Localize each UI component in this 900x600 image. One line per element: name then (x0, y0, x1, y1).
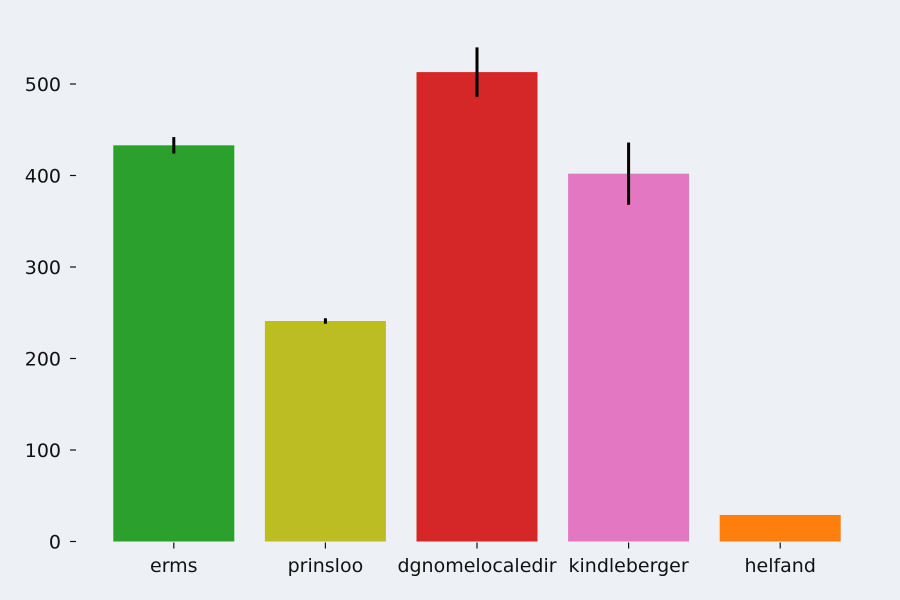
x-axis: erms prinsloo dgnomelocaledir kindleberger h… (150, 542, 816, 577)
y-tick-label-500: 500 (25, 74, 61, 96)
bar-dgnomelocaledir (416, 72, 538, 542)
y-tick-label-400: 400 (25, 166, 61, 188)
bars-group (113, 72, 841, 542)
y-tick-label-0: 0 (49, 532, 61, 554)
x-tick-label-dgnomelocaledir: dgnomelocaledir (397, 555, 556, 577)
error-bars-group (172, 47, 631, 324)
x-tick-label-erms: erms (150, 555, 198, 577)
bar-erms (113, 145, 235, 542)
y-tick-label-200: 200 (25, 349, 61, 371)
bar-prinsloo (264, 320, 386, 542)
y-tick-label-100: 100 (25, 440, 61, 462)
bar-helfand (719, 514, 841, 542)
x-tick-label-prinsloo: prinsloo (288, 555, 364, 577)
y-tick-label-300: 300 (25, 257, 61, 279)
bar-kindleberger (568, 173, 690, 542)
y-axis: 0 100 200 300 400 500 (25, 74, 76, 554)
x-tick-label-helfand: helfand (744, 555, 815, 577)
x-tick-label-kindleberger: kindleberger (569, 555, 689, 577)
